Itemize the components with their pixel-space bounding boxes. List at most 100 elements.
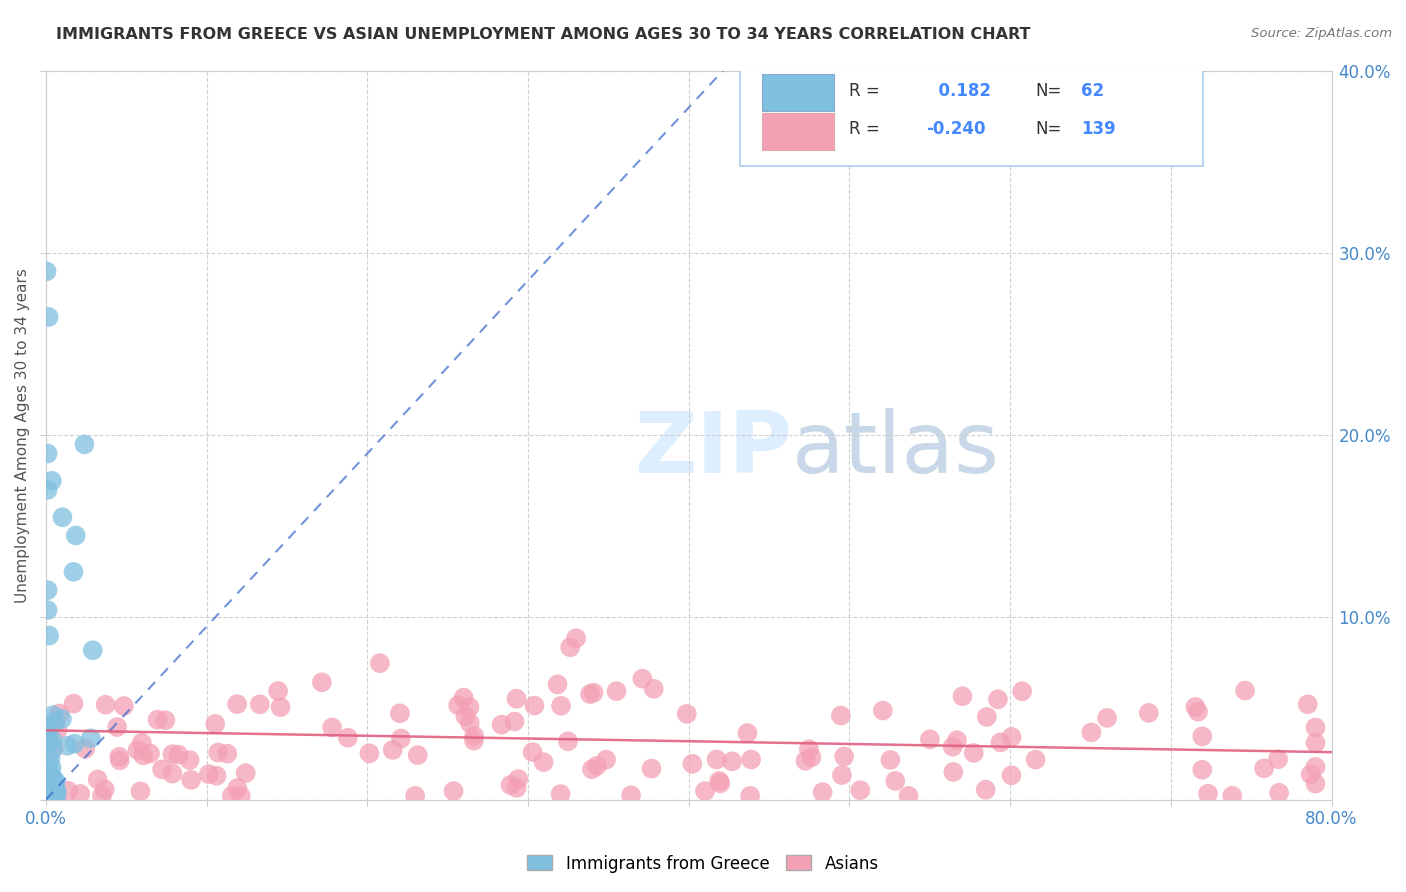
- Point: [631, 672, 654, 686]
- Point: [1000, 768, 1022, 782]
- Point: [37, 771, 59, 785]
- Point: [39, 789, 62, 804]
- Point: [132, 748, 155, 763]
- Point: [217, 747, 239, 761]
- Point: [737, 726, 759, 740]
- Point: [1191, 763, 1213, 777]
- Point: [46, 723, 69, 737]
- Legend: Immigrants from Greece, Asians: Immigrants from Greece, Asians: [520, 848, 886, 880]
- Text: Source: ZipAtlas.com: Source: ZipAtlas.com: [1251, 27, 1392, 40]
- Point: [62, 697, 84, 711]
- Point: [447, 698, 470, 713]
- Point: [139, 747, 162, 761]
- Point: [42, 776, 65, 790]
- Point: [311, 675, 333, 690]
- Point: [458, 700, 481, 714]
- Point: [44, 780, 66, 795]
- Point: [51, 712, 73, 726]
- Point: [38, 788, 60, 802]
- Point: [45, 785, 67, 799]
- Point: [550, 787, 572, 801]
- Point: [129, 784, 152, 798]
- Point: [204, 717, 226, 731]
- Point: [946, 733, 969, 747]
- Point: [207, 746, 229, 760]
- Point: [42, 790, 65, 805]
- Point: [560, 640, 582, 655]
- Point: [675, 706, 697, 721]
- Point: [150, 763, 173, 777]
- Point: [404, 789, 426, 803]
- Point: [381, 743, 404, 757]
- Point: [547, 677, 569, 691]
- Point: [94, 698, 117, 712]
- FancyBboxPatch shape: [762, 112, 834, 150]
- Point: [830, 708, 852, 723]
- Point: [167, 747, 190, 762]
- Point: [503, 714, 526, 729]
- Point: [37, 761, 59, 775]
- Point: [37, 483, 59, 497]
- Point: [579, 687, 602, 701]
- Point: [1080, 725, 1102, 739]
- Point: [155, 713, 177, 727]
- Point: [198, 767, 221, 781]
- Point: [37, 446, 59, 460]
- Point: [321, 721, 343, 735]
- Point: [640, 762, 662, 776]
- Point: [73, 437, 96, 451]
- Point: [643, 681, 665, 696]
- Point: [605, 684, 627, 698]
- Point: [75, 741, 97, 756]
- Point: [586, 759, 609, 773]
- Point: [105, 720, 128, 734]
- Text: N=: N=: [1036, 82, 1063, 100]
- Point: [162, 747, 184, 761]
- Point: [1267, 752, 1289, 766]
- Point: [1305, 777, 1327, 791]
- Point: [1305, 736, 1327, 750]
- Point: [974, 782, 997, 797]
- Point: [620, 789, 643, 803]
- FancyBboxPatch shape: [762, 74, 834, 112]
- Point: [832, 749, 855, 764]
- Point: [45, 774, 67, 789]
- Point: [499, 778, 522, 792]
- Point: [1000, 730, 1022, 744]
- Point: [849, 783, 872, 797]
- Text: ZIP: ZIP: [634, 409, 792, 491]
- Point: [522, 745, 544, 759]
- Point: [35, 787, 58, 801]
- Point: [41, 474, 63, 488]
- Point: [897, 789, 920, 803]
- Point: [952, 690, 974, 704]
- Point: [37, 772, 59, 787]
- Point: [94, 782, 117, 797]
- Point: [721, 754, 744, 768]
- Point: [1253, 761, 1275, 775]
- Point: [336, 731, 359, 745]
- Point: [39, 752, 62, 766]
- Text: 139: 139: [1081, 120, 1115, 138]
- Point: [797, 742, 820, 756]
- Point: [41, 733, 63, 747]
- Point: [35, 789, 58, 804]
- Point: [62, 565, 84, 579]
- Point: [131, 736, 153, 750]
- Point: [37, 583, 59, 598]
- Point: [86, 772, 108, 787]
- Point: [388, 706, 411, 721]
- Text: -0.240: -0.240: [927, 120, 986, 138]
- Point: [37, 790, 59, 805]
- Text: R =: R =: [849, 82, 880, 100]
- Point: [42, 790, 65, 805]
- Point: [35, 783, 58, 797]
- Y-axis label: Unemployment Among Ages 30 to 34 years: Unemployment Among Ages 30 to 34 years: [15, 268, 30, 603]
- Point: [226, 780, 249, 795]
- Point: [976, 710, 998, 724]
- Point: [359, 747, 381, 761]
- Point: [42, 741, 65, 756]
- Point: [205, 769, 228, 783]
- Point: [1191, 729, 1213, 743]
- Point: [45, 790, 67, 805]
